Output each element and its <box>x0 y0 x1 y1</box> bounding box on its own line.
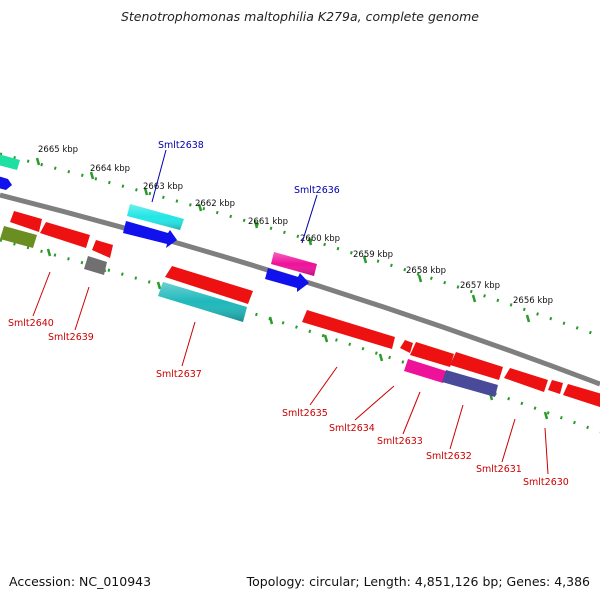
kbp-tick <box>35 157 41 166</box>
gene-label[interactable]: Smlt2635 <box>282 408 328 419</box>
kbp-label: 2662 kbp <box>195 199 235 209</box>
kbp-label: 2656 kbp <box>513 296 553 306</box>
reverse-genes <box>0 211 600 407</box>
forward-genes <box>0 154 317 292</box>
gene-label[interactable]: Smlt2634 <box>329 423 375 434</box>
gene-block-gray[interactable] <box>84 256 107 275</box>
gene-arrow-smlt2638[interactable] <box>123 221 177 248</box>
gene-label[interactable]: Smlt2638 <box>158 140 204 151</box>
gene-arrow[interactable] <box>10 211 42 232</box>
gene-label[interactable]: Smlt2639 <box>48 332 94 343</box>
kbp-tick <box>197 203 203 212</box>
kbp-tick <box>143 187 149 196</box>
gene-label[interactable]: Smlt2640 <box>8 318 54 329</box>
gene-arrow-smlt2632[interactable] <box>450 352 503 380</box>
kbp-tick <box>525 314 531 323</box>
gene-arrow[interactable] <box>0 176 12 190</box>
kbp-tick <box>307 237 313 246</box>
gene-label[interactable]: Smlt2631 <box>476 464 522 475</box>
gene-label[interactable]: Smlt2636 <box>294 185 340 196</box>
gene-arrow[interactable] <box>0 154 20 170</box>
kbp-scale: 2665 kbp 2664 kbp 2663 kbp 2662 kbp 2661… <box>35 145 553 323</box>
kbp-label: 2657 kbp <box>460 281 500 291</box>
gene-labels: Smlt2638 Smlt2636 Smlt2640 Smlt2639 Smlt… <box>8 140 569 488</box>
gene-arrow-smlt2635[interactable] <box>302 310 395 349</box>
kbp-label: 2665 kbp <box>38 145 78 155</box>
gene-arrow-smlt2637[interactable] <box>165 266 253 304</box>
upper-tick-track <box>0 152 600 338</box>
gene-arrow-smlt2630[interactable] <box>563 384 600 407</box>
kbp-tick <box>253 220 259 229</box>
gene-block-smlt2638-upper-shade <box>127 204 184 230</box>
gene-arrow-smlt2636[interactable] <box>265 268 309 292</box>
gene-label[interactable]: Smlt2632 <box>426 451 472 462</box>
kbp-label: 2659 kbp <box>353 250 393 260</box>
gene-arrow[interactable] <box>92 240 113 258</box>
gene-arrow[interactable] <box>548 380 563 394</box>
kbp-label: 2658 kbp <box>406 266 446 276</box>
gene-arrow[interactable] <box>40 222 90 248</box>
kbp-tick <box>417 274 423 283</box>
gene-block-olive[interactable] <box>0 226 37 248</box>
kbp-tick <box>471 294 477 303</box>
gene-arrow[interactable] <box>400 340 413 353</box>
gene-block-smlt2636-upper-shade <box>271 252 317 276</box>
kbp-label: 2664 kbp <box>90 164 130 174</box>
gene-label[interactable]: Smlt2637 <box>156 369 202 380</box>
kbp-label: 2663 kbp <box>143 182 183 192</box>
kbp-tick <box>362 255 368 264</box>
gene-arrow-smlt2631[interactable] <box>504 368 548 392</box>
kbp-label: 2661 kbp <box>248 217 288 227</box>
kbp-tick <box>89 171 95 180</box>
gene-block-smlt2637-shade <box>158 282 247 322</box>
gene-label[interactable]: Smlt2633 <box>377 436 423 447</box>
gene-arrow-smlt2633[interactable] <box>410 342 454 367</box>
kbp-label: 2660 kbp <box>300 234 340 244</box>
gene-label[interactable]: Smlt2630 <box>523 477 569 488</box>
map-title: Stenotrophomonas maltophilia K279a, comp… <box>120 9 480 24</box>
gene-block-smlt2632-navy[interactable] <box>442 370 498 397</box>
leader-lines <box>32 149 549 475</box>
gene-block-smlt2634[interactable] <box>404 359 446 383</box>
accession-text: Accession: NC_010943 <box>9 574 152 589</box>
genome-summary-text: Topology: circular; Length: 4,851,126 bp… <box>246 574 590 589</box>
